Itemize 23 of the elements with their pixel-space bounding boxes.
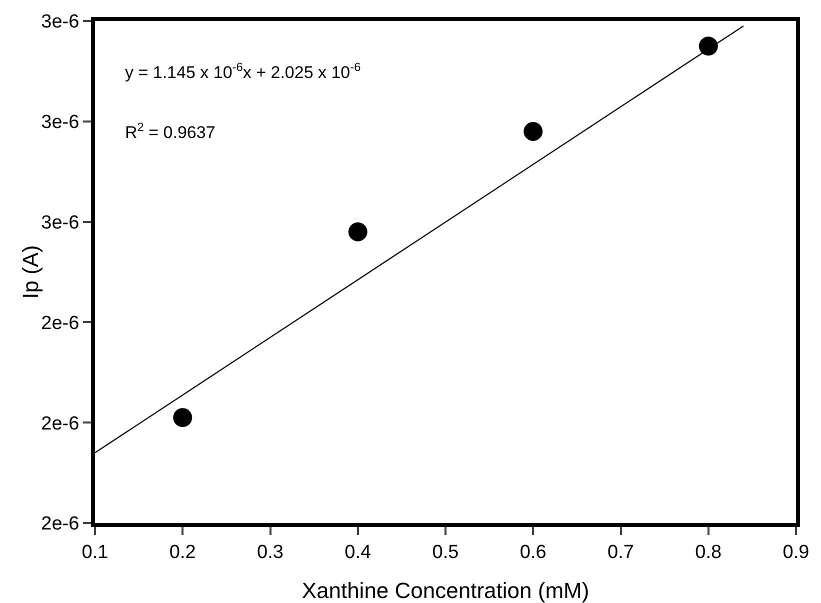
y-axis-title: Ip (A) <box>18 245 43 299</box>
y-tick-label: 2e-6 <box>41 514 80 535</box>
annotation: y = 1.145 x 10$^{-6}$x + 2.025 x 10$^{-6}$ <box>125 60 362 82</box>
x-tick-label: 0.7 <box>608 542 634 563</box>
y-tick-label: 3e-6 <box>41 112 80 134</box>
x-tick-label: 0.1 <box>82 542 108 563</box>
y-tick-label: 3e-6 <box>41 12 80 33</box>
y-tick-label: 3e-6 <box>41 212 80 234</box>
point <box>698 36 718 56</box>
x-axis-title: Xanthine Concentration (mM) <box>302 578 590 603</box>
y-tick-label: 2e-6 <box>41 312 80 334</box>
x-tick-label: 0.3 <box>257 542 284 563</box>
point <box>348 222 368 242</box>
x-tick-label: 0.4 <box>344 542 372 563</box>
x-tick-label: 0.2 <box>169 542 196 563</box>
x-tick-label: 0.5 <box>432 542 459 563</box>
point <box>524 122 543 141</box>
x-tick-label: 0.6 <box>520 542 546 563</box>
x-tick-label: 0.9 <box>782 542 810 563</box>
x-tick-label: 0.8 <box>695 542 722 563</box>
annotation: R$^{2}$ = 0.9637 <box>125 120 216 142</box>
point <box>173 408 192 428</box>
y-tick-label: 2e-6 <box>41 413 80 434</box>
